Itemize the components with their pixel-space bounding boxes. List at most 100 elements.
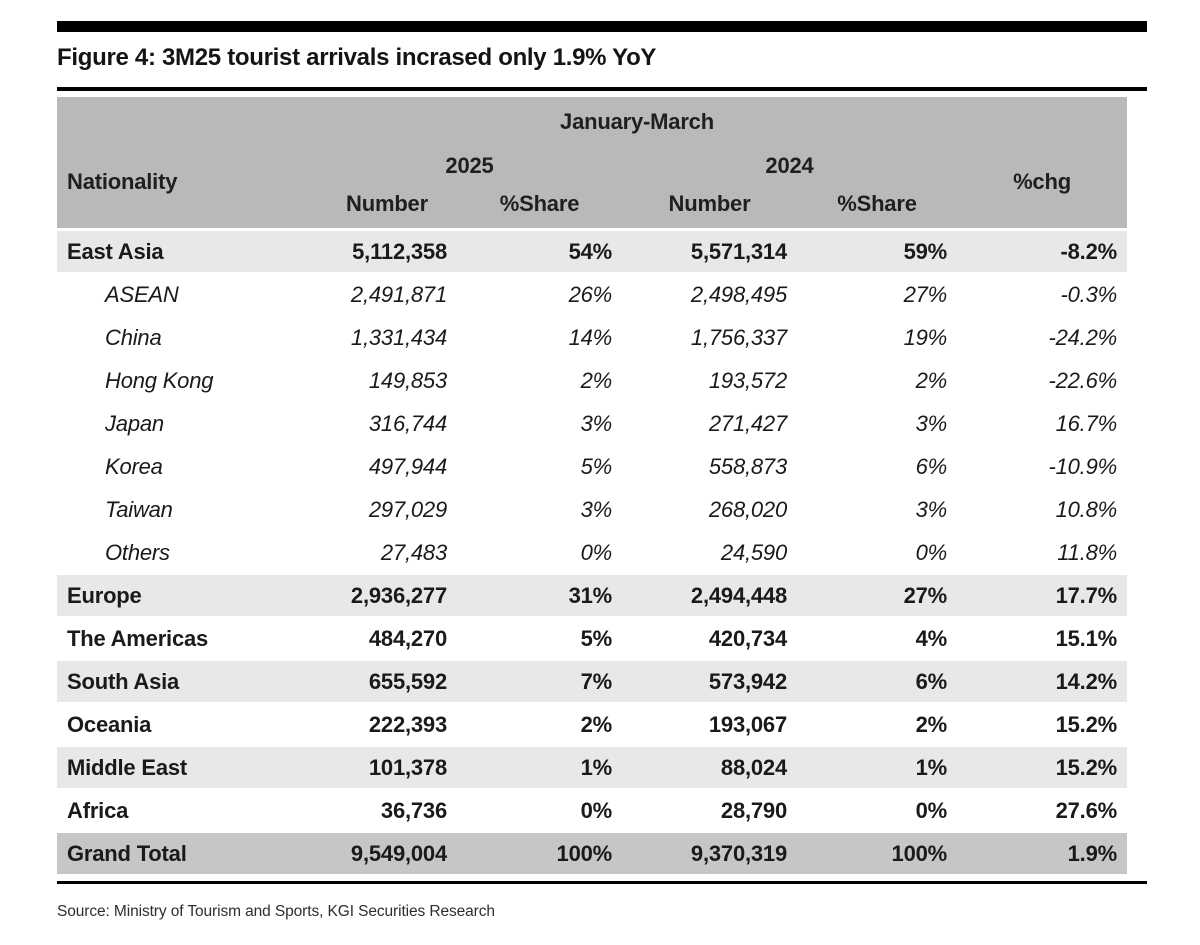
pct-chg-cell: 15.2% bbox=[1055, 711, 1118, 737]
table-bottom-rule bbox=[57, 881, 1147, 884]
table-row: ASEAN 2,491,871 26% 2,498,495 27% -0.3% bbox=[57, 274, 1127, 317]
nationality-cell: Oceania bbox=[67, 711, 152, 737]
share-2024-cell: 2% bbox=[915, 711, 948, 737]
number-2024-cell: 9,370,319 bbox=[690, 840, 787, 866]
nationality-cell: Middle East bbox=[67, 754, 188, 780]
year-2025-header: 2025 bbox=[445, 153, 494, 178]
number-2025-cell: 655,592 bbox=[368, 668, 447, 694]
table-body: East Asia 5,112,358 54% 5,571,314 59% -8.2% AS… bbox=[57, 231, 1127, 876]
pct-chg-column-header: %chg bbox=[1013, 168, 1071, 194]
table-row: Korea 497,944 5% 558,873 6% -10.9% bbox=[57, 446, 1127, 489]
number-2025-cell: 1,331,434 bbox=[350, 324, 447, 350]
share-2025-column-header: %Share bbox=[499, 190, 580, 216]
number-2024-cell: 5,571,314 bbox=[690, 238, 787, 264]
table-row: Grand Total 9,549,004 100% 9,370,319 100% 1.9… bbox=[57, 833, 1127, 876]
table-row: Oceania 222,393 2% 193,067 2% 15.2% bbox=[57, 704, 1127, 747]
pct-chg-cell: 11.8% bbox=[1057, 539, 1117, 565]
share-2025-cell: 3% bbox=[580, 410, 613, 436]
share-2024-cell: 27% bbox=[903, 582, 948, 608]
nationality-cell: Europe bbox=[67, 582, 142, 608]
share-2025-cell: 5% bbox=[580, 625, 613, 651]
share-2024-cell: 19% bbox=[903, 324, 948, 350]
table-row: East Asia 5,112,358 54% 5,571,314 59% -8.2% bbox=[57, 231, 1127, 274]
share-2024-cell: 1% bbox=[915, 754, 948, 780]
nationality-cell: South Asia bbox=[67, 668, 180, 694]
number-2025-cell: 497,944 bbox=[368, 453, 447, 479]
number-2024-cell: 2,494,448 bbox=[690, 582, 787, 608]
source-note: Source: Ministry of Tourism and Sports, … bbox=[57, 903, 495, 920]
pct-chg-cell: 27.6% bbox=[1055, 797, 1118, 823]
number-2025-cell: 2,491,871 bbox=[350, 281, 447, 307]
pct-chg-cell: 16.7% bbox=[1055, 410, 1118, 436]
title-underline-rule bbox=[57, 87, 1147, 91]
tourist-arrivals-table: Nationality January-March 2025 2024 %chg… bbox=[57, 97, 1127, 876]
pct-chg-cell: 17.7% bbox=[1055, 582, 1118, 608]
number-2025-cell: 149,853 bbox=[368, 367, 447, 393]
pct-chg-cell: 10.8% bbox=[1055, 496, 1118, 522]
number-2024-cell: 88,024 bbox=[720, 754, 787, 780]
period-header: January-March bbox=[560, 109, 714, 134]
share-2025-cell: 2% bbox=[580, 711, 613, 737]
top-divider-bar bbox=[57, 21, 1147, 32]
pct-chg-cell: 15.2% bbox=[1055, 754, 1118, 780]
nationality-cell: Grand Total bbox=[67, 840, 187, 866]
nationality-cell: ASEAN bbox=[105, 281, 179, 307]
share-2025-cell: 26% bbox=[568, 281, 613, 307]
number-2025-cell: 27,483 bbox=[380, 539, 447, 565]
number-2025-cell: 297,029 bbox=[368, 496, 447, 522]
share-2024-cell: 0% bbox=[915, 797, 948, 823]
table-row: Middle East 101,378 1% 88,024 1% 15.2% bbox=[57, 747, 1127, 790]
number-2025-cell: 2,936,277 bbox=[350, 582, 447, 608]
number-2025-cell: 101,378 bbox=[368, 754, 447, 780]
figure-title: Figure 4: 3M25 tourist arrivals incrased… bbox=[57, 44, 657, 71]
share-2025-cell: 31% bbox=[568, 582, 613, 608]
number-2025-column-header: Number bbox=[346, 190, 428, 216]
pct-chg-cell: 15.1% bbox=[1055, 625, 1118, 651]
number-2024-cell: 24,590 bbox=[720, 539, 787, 565]
number-2024-column-header: Number bbox=[668, 190, 751, 216]
nationality-cell: Korea bbox=[105, 453, 163, 479]
share-2024-cell: 3% bbox=[915, 496, 948, 522]
table-header: Nationality January-March 2025 2024 %chg… bbox=[57, 97, 1127, 228]
share-2024-cell: 0% bbox=[915, 539, 948, 565]
share-2025-cell: 14% bbox=[568, 324, 613, 350]
share-2025-cell: 7% bbox=[580, 668, 613, 694]
number-2024-cell: 193,067 bbox=[708, 711, 787, 737]
share-2025-cell: 1% bbox=[580, 754, 613, 780]
nationality-cell: Others bbox=[105, 539, 170, 565]
number-2024-cell: 193,572 bbox=[708, 367, 787, 393]
share-2025-cell: 0% bbox=[580, 539, 613, 565]
table-row: Europe 2,936,277 31% 2,494,448 27% 17.7% bbox=[57, 575, 1127, 618]
year-2024-header: 2024 bbox=[765, 153, 814, 178]
number-2024-cell: 1,756,337 bbox=[690, 324, 787, 350]
number-2025-cell: 9,549,004 bbox=[350, 840, 447, 866]
nationality-cell: The Americas bbox=[67, 625, 209, 651]
share-2024-cell: 4% bbox=[915, 625, 948, 651]
number-2024-cell: 558,873 bbox=[708, 453, 787, 479]
pct-chg-cell: 1.9% bbox=[1067, 840, 1118, 866]
number-2024-cell: 420,734 bbox=[708, 625, 787, 651]
share-2025-cell: 0% bbox=[580, 797, 613, 823]
nationality-cell: Japan bbox=[105, 410, 164, 436]
number-2025-cell: 36,736 bbox=[380, 797, 447, 823]
pct-chg-cell: 14.2% bbox=[1055, 668, 1118, 694]
share-2024-cell: 59% bbox=[903, 238, 948, 264]
number-2025-cell: 484,270 bbox=[368, 625, 447, 651]
share-2024-cell: 3% bbox=[915, 410, 948, 436]
number-2025-cell: 222,393 bbox=[368, 711, 447, 737]
table-row: Africa 36,736 0% 28,790 0% 27.6% bbox=[57, 790, 1127, 833]
nationality-cell: East Asia bbox=[67, 238, 164, 264]
nationality-cell: Africa bbox=[67, 797, 129, 823]
share-2025-cell: 3% bbox=[580, 496, 613, 522]
pct-chg-cell: -8.2% bbox=[1060, 238, 1118, 264]
number-2024-cell: 573,942 bbox=[708, 668, 787, 694]
share-2024-cell: 100% bbox=[891, 840, 948, 866]
table-row: Hong Kong 149,853 2% 193,572 2% -22.6% bbox=[57, 360, 1127, 403]
share-2024-cell: 2% bbox=[915, 367, 948, 393]
table-row: China 1,331,434 14% 1,756,337 19% -24.2% bbox=[57, 317, 1127, 360]
number-2024-cell: 2,498,495 bbox=[690, 281, 787, 307]
number-2024-cell: 28,790 bbox=[720, 797, 787, 823]
share-2025-cell: 5% bbox=[580, 453, 613, 479]
share-2025-cell: 2% bbox=[580, 367, 613, 393]
pct-chg-cell: -24.2% bbox=[1048, 324, 1117, 350]
